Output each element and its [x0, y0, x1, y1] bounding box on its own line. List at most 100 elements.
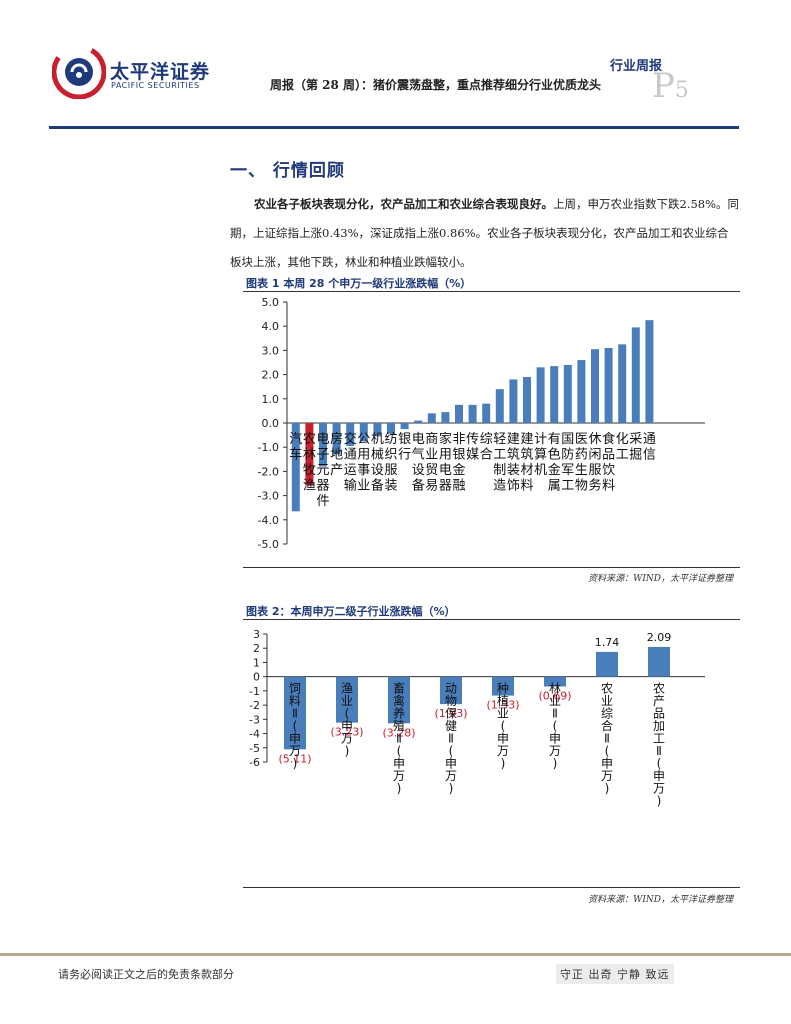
chart1-x-label: 建筑材料 [520, 432, 533, 494]
chart2-x-label-char: ) [397, 782, 402, 796]
chart1-x-label-char: 防 [561, 447, 574, 463]
chart1-bar [387, 423, 395, 434]
chart1-x-label-char: 筑 [507, 447, 520, 463]
chart1-x-label-char: 闲 [588, 448, 601, 463]
chart2-x-label-char: 万 [289, 744, 301, 758]
para-rest: 上周，申万农业指数下跌2.58%。同期，上证综指上涨0.43%，深证成指上涨0.… [230, 197, 740, 269]
chart2-x-label-char: 申 [653, 769, 665, 783]
chart2-x-label-char: 申 [341, 719, 353, 733]
chart2-x-label-char: 殖 [393, 718, 405, 733]
chart2-x-label: 动物保健 Ⅱ (申万) [445, 682, 457, 796]
chart1-x-label-char: 通 [643, 432, 656, 447]
chart1-x-label: 综合 [480, 432, 493, 463]
chart1-x-label: 机械设备 [371, 432, 384, 494]
chart2-x-label-char: 万 [445, 769, 457, 783]
chart1-x-label-char: 公 [357, 432, 370, 447]
chart2-bar [388, 676, 410, 724]
chart2-x-label-char: 业 [497, 707, 509, 721]
chart2-y-tick-label: -5 [249, 742, 260, 755]
chart1-bar [319, 423, 327, 467]
chart2-data-label: (3.23) [330, 726, 363, 739]
chart1-x-label-char: 材 [520, 463, 533, 478]
chart1-bar [346, 423, 355, 446]
chart1-bar [332, 423, 341, 455]
chart1-bar [645, 320, 654, 423]
chart2-y-tick-label: 0 [253, 671, 260, 684]
chart2-x-label-char: 饲 [289, 682, 301, 696]
chart1-x-label-char: 汽 [289, 432, 302, 447]
chart2-x-label-char: 申 [289, 732, 301, 746]
chart2-x-label-char: 加 [653, 719, 665, 733]
chart1-x-label-char: 用 [357, 448, 370, 463]
chart1-x-label-char: 业 [357, 479, 370, 494]
chart2-x-label-char: 动 [445, 682, 457, 696]
report-title: 周报（第 28 周）：猪价震荡盘整，重点推荐细分行业优质龙头 [270, 78, 602, 92]
chart1-y-tick-label: -1.0 [258, 441, 279, 454]
pacific-logo-icon [52, 45, 106, 99]
chart1-x-label-char: 气 [412, 447, 425, 463]
chart1-x-label: 化工 [616, 432, 629, 463]
chart2-x-label-char: ) [293, 757, 298, 771]
chart1-bar [591, 349, 599, 423]
chart1-y-tick-label: 1.0 [262, 393, 280, 406]
chart1-bar [631, 327, 640, 423]
chart1-x-label-char: 商 [425, 432, 438, 447]
chart1-y-tick-label: -4.0 [258, 514, 279, 527]
para-bold: 农业各子板块表现分化，农产品加工和农业综合表现良好。 [254, 197, 553, 211]
chart1-bar [495, 389, 504, 423]
chart2-x-label-char: Ⅱ [656, 744, 662, 758]
chart1-x-label-char: 机 [371, 432, 384, 447]
chart1-x-label-char: 工 [616, 448, 629, 463]
chart1-x-label-char: 国 [561, 432, 574, 447]
chart1-x-label-char: 银 [398, 432, 411, 447]
chart2-x-label: 畜禽养殖 Ⅱ (申万) [393, 681, 405, 796]
chart1-x-label-char: 药 [575, 448, 588, 463]
chart1-x-label-char: 牧 [303, 463, 316, 478]
chart1-x-label: 有色金属 [548, 432, 561, 494]
chart1-x-label-char: 计 [534, 432, 547, 447]
chart1-y-tick-label: -5.0 [258, 538, 279, 551]
chart1-x-label-char: 机 [534, 463, 547, 478]
chart1-x-label: 国防军工 [561, 432, 574, 494]
chart1-x-label: 银行 [398, 432, 411, 463]
brand-name-en: PACIFIC SECURITIES [111, 81, 200, 90]
chart1-y-tick-label: 5.0 [262, 296, 280, 309]
chart2-x-label-char: 农 [653, 682, 665, 696]
chart2-x-label-char: 工 [653, 732, 665, 746]
chart1-x-label-char: 织 [384, 448, 397, 463]
chart1-y-tick-label: -2.0 [258, 465, 279, 478]
chart1-x-label-char: 渔 [303, 479, 316, 494]
brand-name-cn: 太平洋证券 [110, 61, 211, 83]
chart1-x-label: 公用事业 [357, 432, 370, 494]
chart1-bar [359, 423, 368, 442]
chart1-bar [414, 420, 423, 423]
chart2-x-label: 农产品加工 Ⅱ (申万) [653, 682, 665, 808]
chart2-x-label-char: ) [345, 744, 350, 758]
chart1-x-label-char: 交 [344, 431, 357, 447]
chart1-y-tick-label: 2.0 [262, 369, 280, 382]
chart1-x-label-char: 纺 [384, 432, 397, 447]
chart2-x-label-char: 申 [445, 757, 457, 771]
chart2-x-label-char: 万 [497, 744, 509, 758]
chart1-x-label-char: 房 [330, 431, 343, 447]
chart2-x-label-char: 万 [601, 769, 613, 783]
chart2-x-label-char: 料 [289, 694, 301, 708]
chart1-x-label-char: 物 [575, 479, 588, 494]
chart1-bar [563, 364, 572, 423]
chart1-x-label-char: 电 [316, 432, 329, 447]
chart1-bar [455, 404, 463, 423]
chart1-x-label-char: 军 [561, 463, 574, 478]
page-number: P5 [652, 66, 689, 106]
page-digit: 5 [674, 78, 689, 103]
chart1-x-label: 家用电器 [439, 431, 452, 494]
chart1-x-label-char: 元 [316, 463, 329, 478]
chart1-bar [427, 413, 436, 423]
chart1-x-label-char: 饮 [602, 463, 615, 478]
chart1-x-label-char: 备 [412, 478, 425, 494]
chart2-bar [284, 676, 306, 750]
chart1-x-label-char: 服 [588, 463, 601, 478]
chart2-data-label: (1.93) [434, 707, 467, 720]
chart1-bar [305, 423, 314, 486]
chart2-x-label-char: 健 [445, 719, 457, 733]
